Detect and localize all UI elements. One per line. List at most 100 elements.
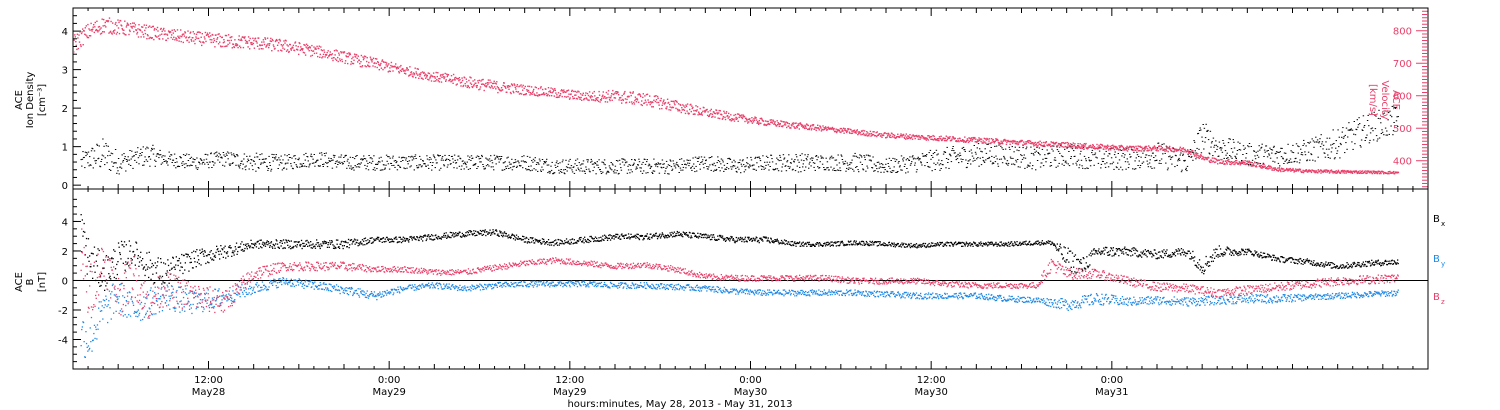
density-point — [472, 157, 474, 159]
density-point — [1284, 160, 1286, 162]
velocity-point — [315, 48, 317, 50]
density-point — [1396, 116, 1398, 118]
density-point — [1127, 161, 1129, 163]
velocity-point — [916, 134, 918, 137]
density-point — [1147, 166, 1150, 168]
density-point — [430, 158, 432, 160]
density-point — [732, 165, 735, 166]
velocity-point — [1014, 142, 1016, 145]
velocity-point — [685, 105, 688, 107]
density-point — [1077, 145, 1079, 147]
density-point — [1109, 163, 1112, 165]
density-point — [632, 164, 635, 165]
velocity-point — [896, 135, 898, 138]
density-point — [1174, 166, 1176, 168]
density-point — [198, 162, 200, 163]
velocity-point — [702, 110, 704, 112]
velocity-point — [370, 58, 372, 60]
density-point — [1372, 139, 1375, 141]
density-point — [1380, 133, 1383, 134]
density-point — [837, 154, 839, 156]
density-point — [873, 170, 875, 172]
density-point — [378, 157, 380, 159]
density-point — [934, 169, 936, 170]
velocity-point — [841, 130, 843, 132]
velocity-point — [1100, 147, 1102, 149]
density-point — [1388, 133, 1390, 135]
density-point — [594, 163, 597, 164]
density-point — [134, 151, 137, 153]
velocity-point — [972, 138, 974, 141]
density-point — [180, 157, 182, 159]
velocity-point — [540, 86, 542, 88]
density-point — [861, 156, 863, 158]
density-point — [1312, 159, 1314, 161]
density-point — [413, 158, 415, 160]
velocity-point — [970, 137, 973, 139]
velocity-point — [557, 96, 559, 98]
density-point — [765, 164, 767, 166]
density-point — [1177, 159, 1180, 160]
density-point — [1144, 156, 1147, 158]
velocity-point — [472, 80, 474, 82]
density-point — [692, 157, 694, 159]
velocity-point — [251, 43, 253, 46]
density-point — [781, 166, 783, 168]
velocity-point — [903, 136, 905, 139]
density-point — [1344, 152, 1346, 154]
velocity-point — [301, 48, 303, 50]
velocity-point — [213, 39, 216, 42]
density-point — [1111, 163, 1113, 165]
velocity-point — [520, 84, 522, 86]
velocity-point — [967, 141, 970, 144]
density-point — [1125, 168, 1127, 170]
velocity-point — [302, 51, 305, 54]
velocity-point — [85, 25, 87, 27]
velocity-point — [138, 24, 140, 26]
velocity-point — [936, 138, 939, 140]
velocity-point — [387, 71, 389, 73]
density-point — [278, 157, 280, 159]
density-point — [1216, 148, 1218, 150]
density-point — [191, 161, 194, 163]
velocity-point — [1039, 140, 1041, 142]
density-point — [559, 170, 562, 172]
density-point — [237, 155, 239, 157]
velocity-point — [117, 19, 119, 21]
velocity-point — [426, 74, 428, 77]
velocity-point — [623, 93, 625, 95]
density-point — [1322, 148, 1324, 150]
velocity-point — [703, 107, 705, 109]
velocity-point — [631, 103, 633, 105]
velocity-point — [796, 126, 798, 129]
density-point — [431, 165, 433, 166]
density-point — [817, 156, 819, 158]
velocity-point — [1146, 148, 1149, 150]
density-point — [1235, 156, 1237, 158]
velocity-point — [713, 112, 716, 114]
density-point — [1374, 128, 1377, 130]
velocity-point — [79, 31, 81, 33]
velocity-point — [371, 61, 373, 63]
density-point — [612, 164, 614, 166]
velocity-point — [614, 92, 616, 94]
velocity-point — [758, 120, 760, 122]
velocity-point — [1079, 143, 1081, 145]
density-point — [1348, 129, 1351, 131]
density-point — [1202, 124, 1204, 125]
density-point — [708, 166, 710, 168]
density-point — [396, 169, 399, 171]
density-point — [1338, 136, 1340, 138]
density-point — [729, 159, 732, 160]
velocity-point — [205, 40, 207, 43]
velocity-point — [246, 41, 248, 43]
density-point — [1194, 141, 1196, 143]
density-point — [888, 165, 890, 167]
velocity-point — [87, 23, 89, 26]
density-point — [683, 160, 685, 162]
density-point — [1219, 147, 1221, 149]
density-point — [868, 155, 870, 157]
density-point — [986, 143, 988, 145]
velocity-point — [558, 96, 560, 98]
density-point — [995, 155, 997, 157]
